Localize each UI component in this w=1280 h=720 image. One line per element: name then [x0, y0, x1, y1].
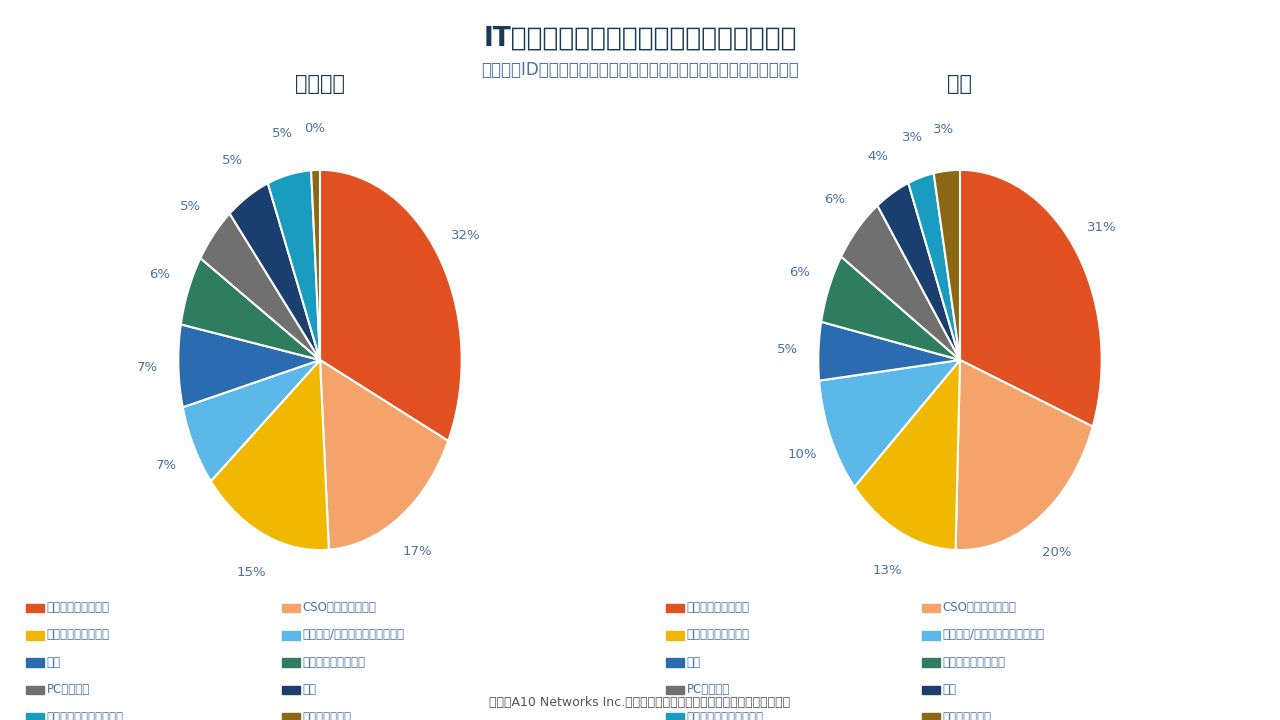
- Polygon shape: [268, 171, 320, 360]
- Text: 関連するチーム全て: 関連するチーム全て: [687, 629, 750, 642]
- Text: 32%: 32%: [451, 229, 481, 242]
- Text: 社長: 社長: [47, 656, 60, 669]
- Text: 6%: 6%: [790, 266, 810, 279]
- Text: サービス/データセンターチーム: サービス/データセンターチーム: [942, 629, 1044, 642]
- Polygon shape: [211, 360, 329, 550]
- Polygon shape: [201, 214, 320, 360]
- Text: 6%: 6%: [824, 194, 846, 207]
- Polygon shape: [320, 170, 462, 441]
- Text: 10%: 10%: [787, 448, 817, 461]
- Text: 5%: 5%: [777, 343, 797, 356]
- Polygon shape: [960, 170, 1102, 426]
- Text: 部長: 部長: [942, 683, 956, 696]
- Title: 日本: 日本: [947, 73, 973, 94]
- Title: 世界全体: 世界全体: [294, 73, 346, 94]
- Text: CSOまたは事業部長: CSOまたは事業部長: [302, 601, 376, 614]
- Polygon shape: [855, 360, 960, 550]
- Text: 5%: 5%: [179, 200, 201, 213]
- Polygon shape: [933, 170, 960, 360]
- Polygon shape: [877, 183, 960, 360]
- Text: 7%: 7%: [155, 459, 177, 472]
- Text: 3%: 3%: [933, 122, 955, 135]
- Text: ネットワークチーム: ネットワークチーム: [942, 656, 1006, 669]
- Text: 31%: 31%: [1087, 221, 1117, 234]
- Text: アプリケーションチーム: アプリケーションチーム: [47, 711, 124, 720]
- Text: PCサポート: PCサポート: [47, 683, 90, 696]
- Text: アプリケーションチーム: アプリケーションチーム: [687, 711, 764, 720]
- Text: その他の従業員: その他の従業員: [942, 711, 992, 720]
- Text: セキュリティチーム: セキュリティチーム: [687, 601, 750, 614]
- Text: セキュリティチーム: セキュリティチーム: [47, 601, 110, 614]
- Text: 15%: 15%: [237, 567, 266, 580]
- Polygon shape: [183, 360, 320, 481]
- Text: ネットワークチーム: ネットワークチーム: [302, 656, 366, 669]
- Text: 7%: 7%: [137, 361, 157, 374]
- Polygon shape: [956, 360, 1093, 550]
- Polygon shape: [180, 258, 320, 360]
- Text: 13%: 13%: [872, 564, 902, 577]
- Polygon shape: [909, 174, 960, 360]
- Text: その他の従業員: その他の従業員: [302, 711, 352, 720]
- Text: 部長: 部長: [302, 683, 316, 696]
- Text: 4%: 4%: [867, 150, 888, 163]
- Text: 5%: 5%: [221, 154, 243, 167]
- Polygon shape: [311, 170, 320, 360]
- Text: IT管理者に聞くアプリの潜在的脅威の実態: IT管理者に聞くアプリの潜在的脅威の実態: [484, 25, 796, 51]
- Text: サービス/データセンターチーム: サービス/データセンターチーム: [302, 629, 404, 642]
- Polygon shape: [229, 184, 320, 360]
- Polygon shape: [822, 256, 960, 360]
- Text: 従業員のIDと個人情報の保護に最も責任を持っているのは誰ですか？: 従業員のIDと個人情報の保護に最も責任を持っているのは誰ですか？: [481, 61, 799, 79]
- Text: 17%: 17%: [402, 545, 431, 558]
- Text: 3%: 3%: [901, 130, 923, 143]
- Text: 5%: 5%: [271, 127, 293, 140]
- Text: 20%: 20%: [1042, 546, 1071, 559]
- Text: 出典：A10 Networks Inc.「アプリケーションインテリジェンスレポート」: 出典：A10 Networks Inc.「アプリケーションインテリジェンスレポー…: [489, 696, 791, 709]
- Polygon shape: [841, 205, 960, 360]
- Polygon shape: [819, 360, 960, 487]
- Text: 6%: 6%: [148, 268, 170, 281]
- Text: 社長: 社長: [687, 656, 700, 669]
- Text: CSOまたは事業部長: CSOまたは事業部長: [942, 601, 1016, 614]
- Polygon shape: [320, 360, 448, 549]
- Text: 関連するチーム全て: 関連するチーム全て: [47, 629, 110, 642]
- Text: PCサポート: PCサポート: [687, 683, 730, 696]
- Polygon shape: [818, 322, 960, 381]
- Text: 0%: 0%: [305, 122, 325, 135]
- Polygon shape: [178, 325, 320, 408]
